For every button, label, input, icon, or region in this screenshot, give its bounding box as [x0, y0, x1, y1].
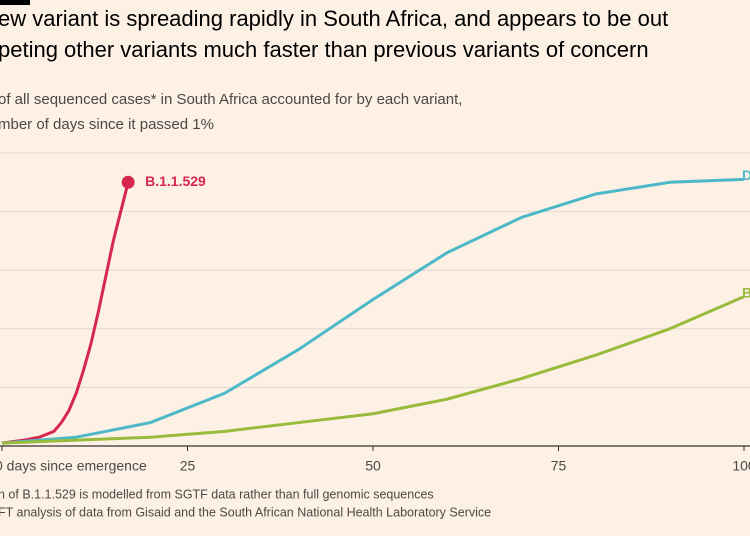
title-line: peting other variants much faster than p…: [0, 37, 649, 62]
series-line: [1, 177, 745, 445]
footnote: n of B.1.1.529 is modelled from SGTF dat…: [0, 487, 434, 501]
x-tick-label: 100: [732, 458, 750, 474]
series-line: [1, 295, 745, 445]
subtitle-line: mber of days since it passed 1%: [0, 116, 214, 133]
footnote: FT analysis of data from Gisaid and the …: [0, 505, 491, 519]
title-line: ew variant is spreading rapidly in South…: [0, 6, 668, 31]
x-tick-label: 25: [180, 458, 196, 474]
x-tick-label: 0 days since emergence: [0, 458, 147, 474]
brand-bar: [0, 0, 30, 5]
series-line: [1, 181, 130, 445]
x-tick-label: 50: [365, 458, 381, 474]
x-tick-label: 75: [551, 458, 567, 474]
series-label: D: [742, 167, 750, 183]
subtitle-line: of all sequenced cases* in South Africa …: [0, 91, 462, 108]
series-label: B.1.1.529: [145, 173, 206, 189]
end-dot: [121, 175, 135, 189]
series-label: B: [742, 284, 750, 300]
